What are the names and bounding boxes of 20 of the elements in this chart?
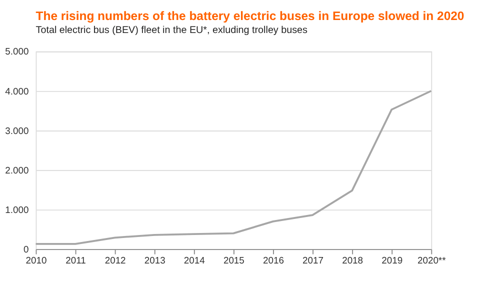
x-tick-label: 2011 — [66, 254, 86, 266]
x-tick-label: 2016 — [263, 254, 284, 266]
x-tick-label: 2017 — [302, 254, 324, 266]
x-tick-label: 2014 — [184, 254, 205, 266]
y-tick-label: 4.000 — [5, 85, 29, 96]
line-series — [34, 90, 432, 245]
y-tick-label: 1.000 — [5, 204, 29, 215]
x-tick-label: 2019 — [382, 254, 403, 266]
x-tick-label: 2013 — [144, 254, 166, 266]
y-tick-label: 3.000 — [5, 124, 29, 136]
chart-title: The rising numbers of the battery electric buses in Europe slowed in 2020 — [36, 8, 464, 23]
y-tick-label: 2.000 — [5, 164, 29, 176]
x-tick-label: 2010 — [26, 254, 47, 266]
x-tick-label: 2015 — [223, 254, 244, 266]
x-tick-label: 2018 — [342, 254, 364, 266]
x-tick-label: 2020** — [418, 254, 446, 266]
y-tick-label: 5.000 — [5, 46, 29, 57]
x-tick-label: 2012 — [104, 254, 126, 266]
chart-subtitle: Total electric bus (BEV) fleet in the EU*, exluding trolley buses — [36, 25, 308, 36]
y-tick-label: 0 — [23, 243, 29, 254]
